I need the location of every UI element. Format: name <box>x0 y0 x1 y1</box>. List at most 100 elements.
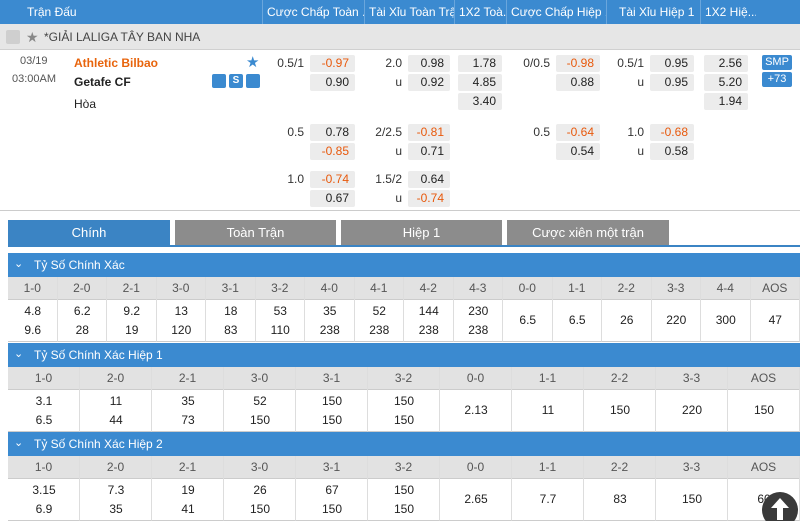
odds-value[interactable]: 0.88 <box>556 74 600 91</box>
odds-value[interactable]: 0.95 <box>650 55 694 72</box>
score-odds[interactable]: 150 <box>393 413 415 427</box>
score-odds[interactable]: 300 <box>715 313 736 327</box>
score-odds[interactable]: 4.8 <box>24 304 42 318</box>
score-odds[interactable]: 35 <box>181 394 195 408</box>
score-odds[interactable]: 83 <box>224 323 238 337</box>
section-chevron[interactable]: ⌄ <box>14 437 24 449</box>
tab[interactable]: Cược xiên một trận <box>507 220 669 245</box>
odds-value[interactable]: 0.78 <box>310 124 355 141</box>
tv-icon[interactable] <box>212 74 226 88</box>
score-odds[interactable]: 150 <box>609 403 631 417</box>
score-odds[interactable]: 238 <box>369 323 390 337</box>
score-odds[interactable]: 35 <box>323 304 337 318</box>
score-odds[interactable]: 11 <box>541 403 555 417</box>
score-odds[interactable]: 150 <box>249 413 271 427</box>
score-odds[interactable]: 6.5 <box>568 313 586 327</box>
odds-value[interactable]: -0.97 <box>310 55 355 72</box>
score-odds[interactable]: 238 <box>319 323 340 337</box>
odds-value[interactable]: 0.67 <box>310 190 355 207</box>
more-bets[interactable]: +73 <box>762 72 792 87</box>
odds-value[interactable]: 3.40 <box>458 93 502 110</box>
score-odds[interactable]: 150 <box>321 413 343 427</box>
score-odds[interactable]: 19 <box>125 323 139 337</box>
score-odds[interactable]: 3.1 <box>35 394 53 408</box>
score-odds[interactable]: 238 <box>418 323 439 337</box>
score-odds[interactable]: 41 <box>181 502 195 516</box>
score-odds[interactable]: 19 <box>181 483 195 497</box>
tab[interactable]: Hiệp 1 <box>341 220 502 245</box>
score-odds[interactable]: 47 <box>768 313 782 327</box>
odds-value[interactable]: 0.58 <box>650 143 694 160</box>
odds-value[interactable]: 0.95 <box>650 74 694 91</box>
score-odds[interactable]: 150 <box>681 492 703 506</box>
scroll-top-button[interactable] <box>760 488 800 521</box>
score-odds[interactable]: 9.2 <box>123 304 141 318</box>
score-odds[interactable]: 28 <box>75 323 89 337</box>
odds-value[interactable]: 0.64 <box>408 171 450 188</box>
score-odds[interactable]: 67 <box>325 483 339 497</box>
score-odds[interactable]: 238 <box>468 323 489 337</box>
score-odds[interactable]: 7.3 <box>107 483 125 497</box>
section-chevron[interactable]: ⌄ <box>14 258 24 270</box>
score-odds[interactable]: 35 <box>109 502 123 516</box>
odds-value[interactable]: 5.20 <box>704 74 748 91</box>
smp-button[interactable]: SMP <box>762 55 792 70</box>
odds-value[interactable]: 1.78 <box>458 55 502 72</box>
score-odds[interactable]: 230 <box>468 304 489 318</box>
odds-value[interactable]: 0.98 <box>408 55 450 72</box>
odds-value[interactable]: -0.85 <box>310 143 355 160</box>
favorite-star[interactable]: ★ <box>246 54 260 71</box>
score-odds[interactable]: 26 <box>620 313 634 327</box>
odds-value[interactable]: -0.74 <box>310 171 355 188</box>
odds-value[interactable]: 1.94 <box>704 93 748 110</box>
score-odds[interactable]: 150 <box>321 502 343 516</box>
odds-value[interactable]: 2.56 <box>704 55 748 72</box>
tab[interactable]: Toàn Trận <box>175 220 336 245</box>
section-chevron[interactable]: ⌄ <box>14 348 24 360</box>
odds-value[interactable]: 0.54 <box>556 143 600 160</box>
odds-value[interactable]: -0.64 <box>556 124 600 141</box>
score-odds[interactable]: 150 <box>393 394 415 408</box>
odds-value[interactable]: -0.74 <box>408 190 450 207</box>
score-odds[interactable]: 2.13 <box>464 403 488 417</box>
score-odds[interactable]: 18 <box>224 304 238 318</box>
score-odds[interactable]: 53 <box>273 304 287 318</box>
score-odds[interactable]: 150 <box>753 403 775 417</box>
score-odds[interactable]: 2.65 <box>464 492 488 506</box>
chart-icon[interactable] <box>246 74 260 88</box>
score-odds[interactable]: 150 <box>393 502 415 516</box>
score-odds[interactable]: 13 <box>174 304 188 318</box>
score-odds[interactable]: 52 <box>372 304 386 318</box>
odds-value[interactable]: 0.92 <box>408 74 450 91</box>
odds-value[interactable]: 4.85 <box>458 74 502 91</box>
score-odds[interactable]: 150 <box>249 502 271 516</box>
odds-value[interactable]: -0.81 <box>408 124 450 141</box>
odds-value[interactable]: -0.68 <box>650 124 694 141</box>
score-odds[interactable]: 7.7 <box>539 492 557 506</box>
score-odds[interactable]: 150 <box>393 483 415 497</box>
score-odds[interactable]: 3.15 <box>32 483 56 497</box>
score-odds[interactable]: 9.6 <box>24 323 42 337</box>
stats-icon[interactable]: S <box>229 74 243 88</box>
score-odds[interactable]: 220 <box>666 313 687 327</box>
odds-value[interactable]: -0.98 <box>556 55 600 72</box>
score-odds[interactable]: 144 <box>418 304 439 318</box>
score-odds[interactable]: 6.2 <box>73 304 91 318</box>
score-odds[interactable]: 73 <box>181 413 195 427</box>
score-odds[interactable]: 52 <box>253 394 267 408</box>
score-odds[interactable]: 6.9 <box>35 502 53 516</box>
score-odds[interactable]: 220 <box>681 403 703 417</box>
score-odds[interactable]: 150 <box>321 394 343 408</box>
score-odds[interactable]: 26 <box>253 483 267 497</box>
score-odds[interactable]: 11 <box>109 394 123 408</box>
odds-value[interactable]: 0.71 <box>408 143 450 160</box>
score-odds[interactable]: 6.5 <box>519 313 537 327</box>
odds-value[interactable]: 0.90 <box>310 74 355 91</box>
score-odds[interactable]: 120 <box>171 323 192 337</box>
star-icon[interactable]: ★ <box>26 29 39 45</box>
collapse-toggle[interactable] <box>6 30 20 44</box>
score-odds[interactable]: 6.5 <box>35 413 53 427</box>
score-odds[interactable]: 44 <box>109 413 123 427</box>
tab[interactable]: Chính <box>8 220 170 245</box>
score-odds[interactable]: 83 <box>613 492 627 506</box>
